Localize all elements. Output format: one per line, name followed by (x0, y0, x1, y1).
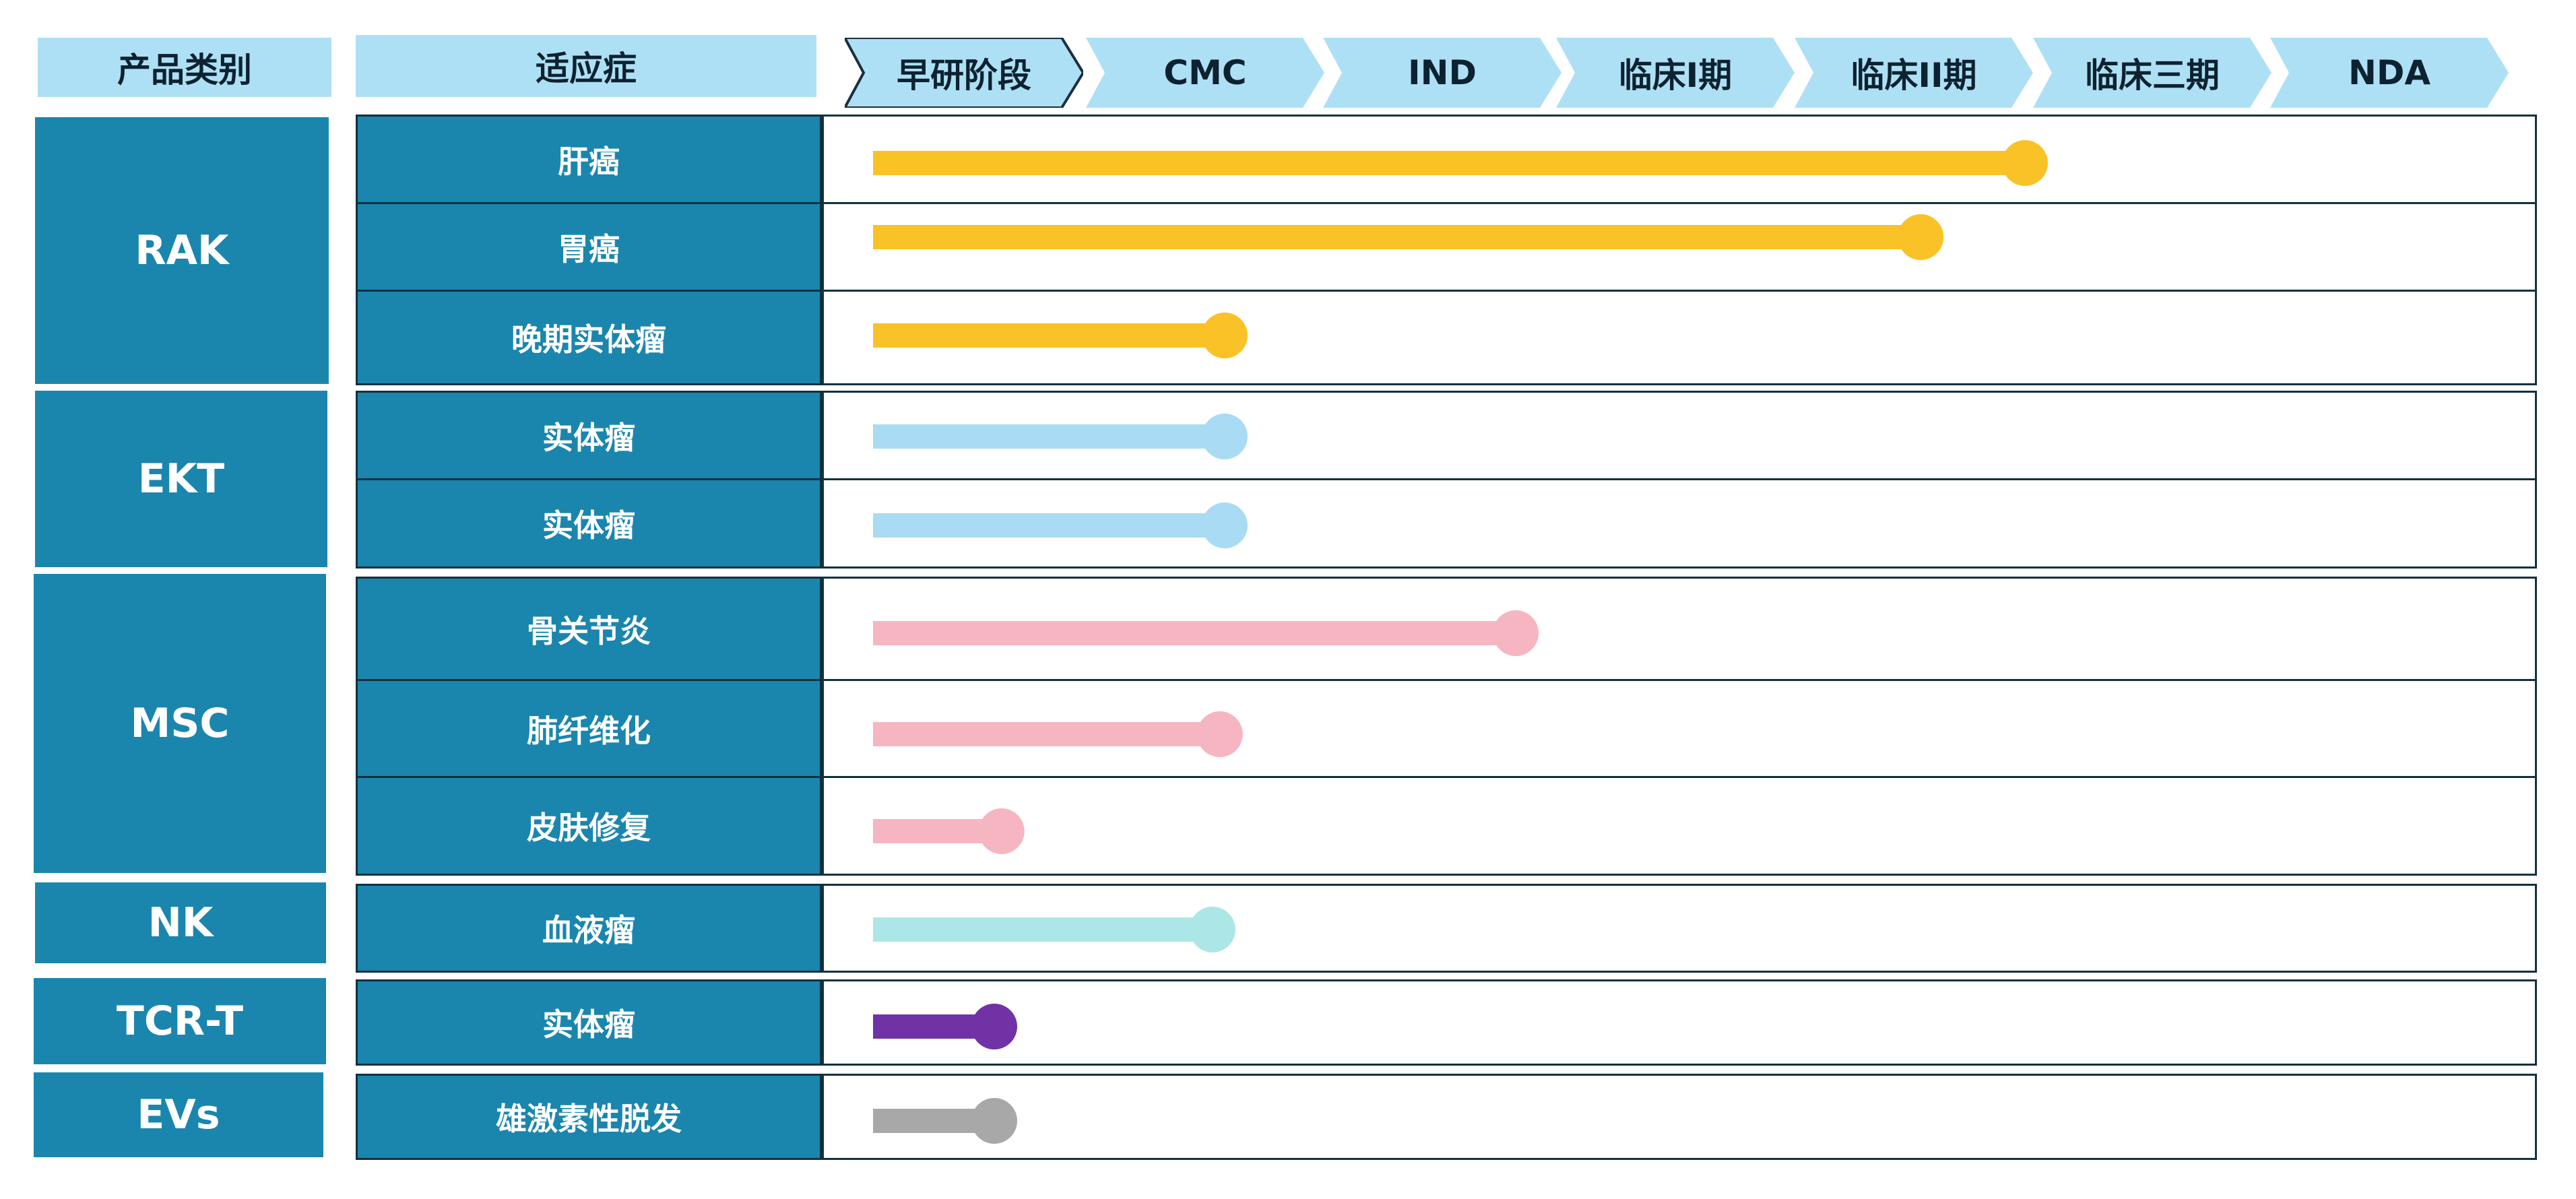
progress-bar-nk (873, 917, 1213, 942)
progress-marker-nk (1190, 907, 1235, 952)
progress-marker-tcr-t (971, 1004, 1017, 1049)
header-indication: 适应症 (356, 35, 816, 97)
indication-cell: 晚期实体瘤 (356, 290, 822, 385)
progress-lane (822, 1074, 2537, 1160)
category-tcr-t: TCR-T (34, 978, 326, 1064)
progress-marker-msc (1196, 711, 1243, 757)
progress-marker-evs (971, 1098, 1017, 1144)
progress-marker-ekt (1202, 503, 1248, 548)
category-nk: NK (35, 882, 326, 963)
progress-bar-msc (873, 621, 1516, 645)
indication-cell: 实体瘤 (356, 979, 822, 1066)
progress-marker-msc (978, 808, 1025, 854)
category-rak: RAK (35, 117, 329, 384)
category-ekt: EKT (35, 391, 327, 567)
indication-cell: 实体瘤 (356, 478, 822, 569)
stage-phase-2: 临床II期 (1795, 38, 2033, 108)
stage-early-research: 早研阶段 (845, 38, 1083, 108)
stage-label: IND (1408, 53, 1477, 92)
progress-bar-rak (873, 323, 1225, 348)
progress-marker-ekt (1202, 414, 1248, 459)
progress-marker-rak (1202, 313, 1248, 358)
stage-phase-3: 临床三期 (2033, 38, 2272, 108)
category-msc: MSC (34, 574, 326, 873)
stage-ind: IND (1323, 38, 1561, 108)
indication-cell: 骨关节炎 (356, 577, 822, 681)
progress-bar-msc (873, 722, 1220, 746)
stage-cmc: CMC (1086, 38, 1324, 108)
progress-bar-rak (873, 225, 1921, 249)
stage-label: 临床三期 (2085, 56, 2220, 95)
indication-cell: 血液瘤 (356, 884, 822, 973)
stage-label: NDA (2348, 53, 2431, 92)
progress-bar-ekt (873, 513, 1225, 538)
category-evs: EVs (34, 1072, 323, 1157)
indication-cell: 肺纤维化 (356, 679, 822, 778)
stage-label: 临床II期 (1850, 56, 1977, 95)
stage-label: 早研阶段 (897, 56, 1031, 95)
indication-cell: 皮肤修复 (356, 776, 822, 876)
indication-cell: 雄激素性脱发 (356, 1074, 822, 1160)
stage-label: CMC (1163, 53, 1247, 92)
progress-lane (822, 979, 2537, 1066)
stage-phase-1: 临床I期 (1556, 38, 1795, 108)
indication-cell: 实体瘤 (356, 391, 822, 480)
progress-marker-rak (2002, 140, 2048, 186)
indication-cell: 肝癌 (356, 115, 822, 204)
stage-nda: NDA (2270, 38, 2509, 108)
progress-lane (822, 776, 2537, 876)
progress-bar-ekt (873, 424, 1225, 449)
progress-marker-rak (1898, 214, 1944, 260)
progress-bar-rak (873, 151, 2025, 175)
progress-marker-msc (1493, 610, 1539, 656)
header-category: 产品类别 (38, 38, 331, 97)
stage-label: 临床I期 (1618, 56, 1733, 95)
